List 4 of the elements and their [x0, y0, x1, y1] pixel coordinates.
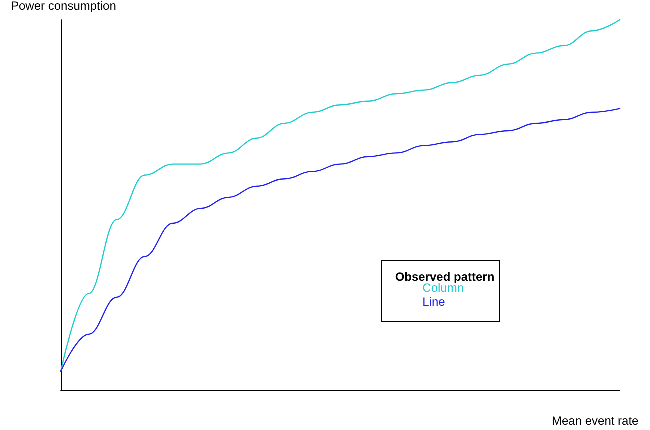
x-axis-title: Mean event rate — [552, 414, 640, 428]
text: Line — [422, 295, 446, 309]
y-axis-title: Power consumption — [11, 0, 116, 13]
legend-title: Observed pattern — [395, 270, 495, 284]
